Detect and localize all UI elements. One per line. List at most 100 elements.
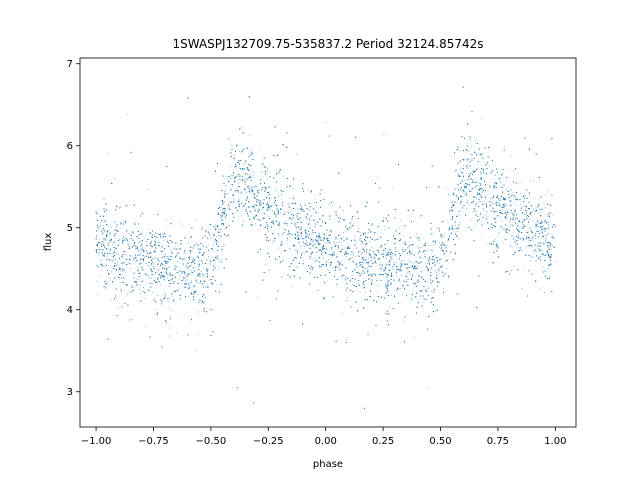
scatter-point xyxy=(359,254,361,256)
scatter-point xyxy=(495,238,496,240)
scatter-point xyxy=(336,283,337,285)
scatter-point xyxy=(181,224,183,226)
scatter-point xyxy=(151,256,152,258)
scatter-point xyxy=(456,216,458,217)
scatter-point xyxy=(208,256,209,257)
scatter-point xyxy=(188,224,190,226)
scatter-point xyxy=(153,265,155,267)
scatter-point xyxy=(217,265,219,267)
scatter-point xyxy=(468,163,470,165)
scatter-point xyxy=(127,113,129,115)
scatter-point xyxy=(407,269,409,271)
scatter-point xyxy=(252,177,253,179)
scatter-point xyxy=(386,251,388,253)
scatter-point xyxy=(379,266,381,268)
scatter-point xyxy=(508,209,510,210)
scatter-point xyxy=(329,219,331,220)
scatter-point xyxy=(419,256,421,258)
scatter-point xyxy=(330,249,332,251)
scatter-point xyxy=(218,238,220,240)
scatter-point xyxy=(118,278,120,280)
scatter-point xyxy=(245,162,246,164)
scatter-point xyxy=(502,242,504,244)
scatter-point xyxy=(482,207,484,209)
scatter-point xyxy=(98,249,100,250)
scatter-point xyxy=(467,199,468,201)
scatter-point xyxy=(368,295,370,297)
scatter-point xyxy=(296,258,297,260)
scatter-point xyxy=(311,234,313,236)
scatter-point xyxy=(269,200,270,202)
scatter-point xyxy=(230,177,232,179)
scatter-point xyxy=(307,189,309,191)
scatter-point xyxy=(499,202,500,204)
scatter-point xyxy=(513,202,515,204)
scatter-point xyxy=(541,236,543,238)
scatter-point xyxy=(111,259,113,261)
scatter-point xyxy=(328,270,330,271)
scatter-point xyxy=(471,179,473,181)
scatter-point xyxy=(543,222,545,223)
scatter-point xyxy=(220,206,222,208)
scatter-point xyxy=(372,258,374,259)
scatter-point xyxy=(287,225,288,226)
scatter-point xyxy=(116,237,118,239)
scatter-point xyxy=(352,252,354,254)
scatter-point xyxy=(258,193,259,195)
scatter-point xyxy=(474,137,476,139)
scatter-point xyxy=(331,254,333,256)
scatter-point xyxy=(547,278,549,280)
scatter-point xyxy=(216,235,217,237)
scatter-point xyxy=(248,190,250,192)
scatter-point xyxy=(290,184,292,186)
scatter-point xyxy=(381,265,383,267)
scatter-point xyxy=(535,281,536,282)
scatter-point xyxy=(502,196,504,198)
scatter-point xyxy=(345,300,347,301)
scatter-point xyxy=(378,273,380,275)
scatter-point xyxy=(368,257,370,259)
scatter-point xyxy=(427,260,429,262)
scatter-point xyxy=(516,223,518,225)
scatter-point xyxy=(241,148,243,150)
scatter-point xyxy=(101,269,102,271)
scatter-point xyxy=(513,265,515,267)
scatter-point xyxy=(504,202,506,204)
scatter-point xyxy=(531,239,533,240)
scatter-point xyxy=(364,292,366,293)
scatter-point xyxy=(139,284,141,286)
scatter-point xyxy=(237,144,238,146)
scatter-point xyxy=(244,183,246,185)
scatter-point xyxy=(400,220,401,221)
scatter-point xyxy=(291,202,293,204)
scatter-point xyxy=(450,233,451,235)
scatter-point xyxy=(408,259,409,261)
scatter-point xyxy=(174,269,176,271)
scatter-point xyxy=(203,275,205,276)
scatter-point xyxy=(513,216,515,218)
scatter-point xyxy=(211,261,212,263)
scatter-point xyxy=(445,187,447,189)
scatter-point xyxy=(513,170,514,172)
scatter-point xyxy=(243,191,245,193)
scatter-point xyxy=(300,210,302,212)
scatter-point xyxy=(532,241,534,243)
scatter-point xyxy=(421,247,422,249)
scatter-point xyxy=(260,172,262,174)
scatter-point xyxy=(554,261,556,262)
scatter-point xyxy=(459,149,461,151)
scatter-point xyxy=(117,307,119,309)
scatter-point xyxy=(328,204,330,206)
scatter-point xyxy=(474,226,475,228)
scatter-point xyxy=(260,146,262,148)
scatter-point xyxy=(356,247,357,249)
scatter-point xyxy=(517,205,519,207)
scatter-point xyxy=(189,265,191,266)
scatter-point xyxy=(257,188,259,190)
scatter-point xyxy=(156,295,158,296)
scatter-point xyxy=(105,252,107,253)
scatter-point xyxy=(197,281,199,283)
scatter-point xyxy=(535,232,537,234)
scatter-point xyxy=(476,197,477,199)
scatter-point xyxy=(519,182,521,184)
